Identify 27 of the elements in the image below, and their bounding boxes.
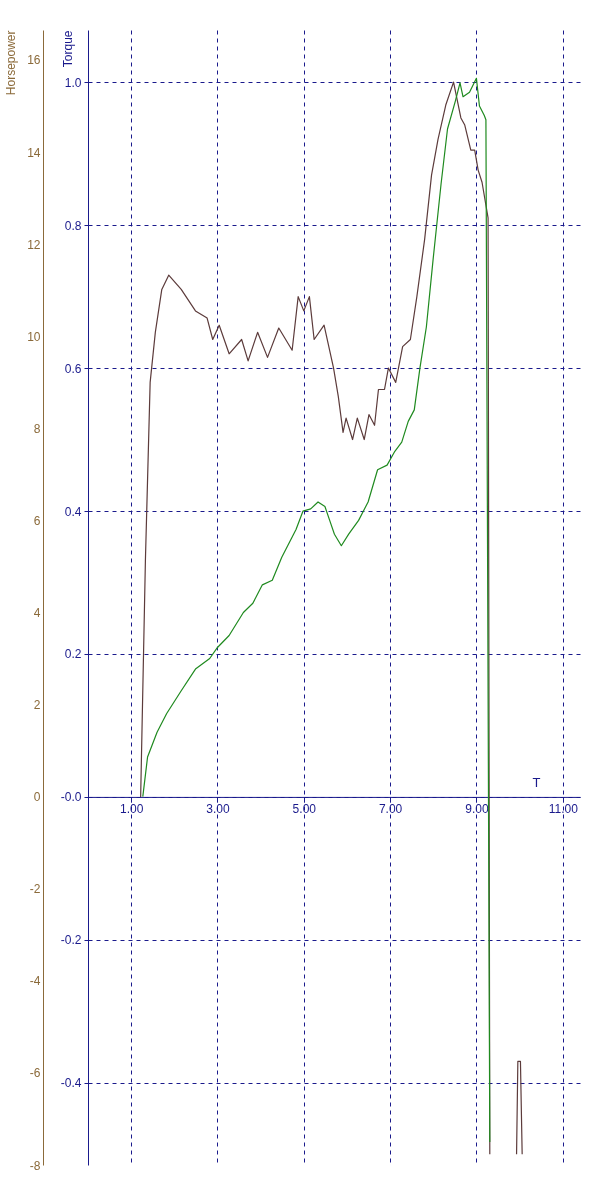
- y2-tick-label: 12: [27, 237, 41, 252]
- y2-tick-label: 14: [27, 145, 41, 160]
- y2-tick-label: 4: [33, 605, 41, 620]
- y-tick-label: 1.0: [64, 75, 82, 90]
- y2-tick-label: 8: [33, 421, 41, 436]
- y2-tick-label: 10: [27, 329, 41, 344]
- y2-tick-label: -4: [29, 974, 41, 989]
- y2-tick-label: -6: [29, 1066, 41, 1081]
- y-tick-label: 0.2: [64, 647, 82, 662]
- x-tick-label: 11.00: [548, 802, 579, 817]
- y2-tick-label: -8: [29, 1158, 41, 1173]
- y-tick-label: 0.6: [64, 361, 82, 376]
- x-axis-title: T: [532, 775, 541, 791]
- y-axis-title: Torque: [60, 30, 75, 68]
- y2-tick-label: 2: [33, 698, 41, 713]
- y2-tick-label: -2: [29, 882, 41, 897]
- y2-tick-label: 0: [33, 790, 41, 805]
- y-tick-label: -0.0: [60, 790, 82, 805]
- y2-tick-label: 6: [33, 513, 41, 528]
- y-tick-label: 0.8: [64, 218, 82, 233]
- y2-tick-label: 16: [27, 53, 41, 68]
- x-tick-label: 5.00: [292, 802, 317, 817]
- y-tick-label: -0.2: [60, 933, 82, 948]
- x-tick-label: 9.00: [465, 802, 489, 817]
- y-tick-label: 0.4: [64, 504, 82, 519]
- y2-axis-title: Horsepower: [3, 30, 18, 96]
- y-tick-label: -0.4: [60, 1076, 82, 1091]
